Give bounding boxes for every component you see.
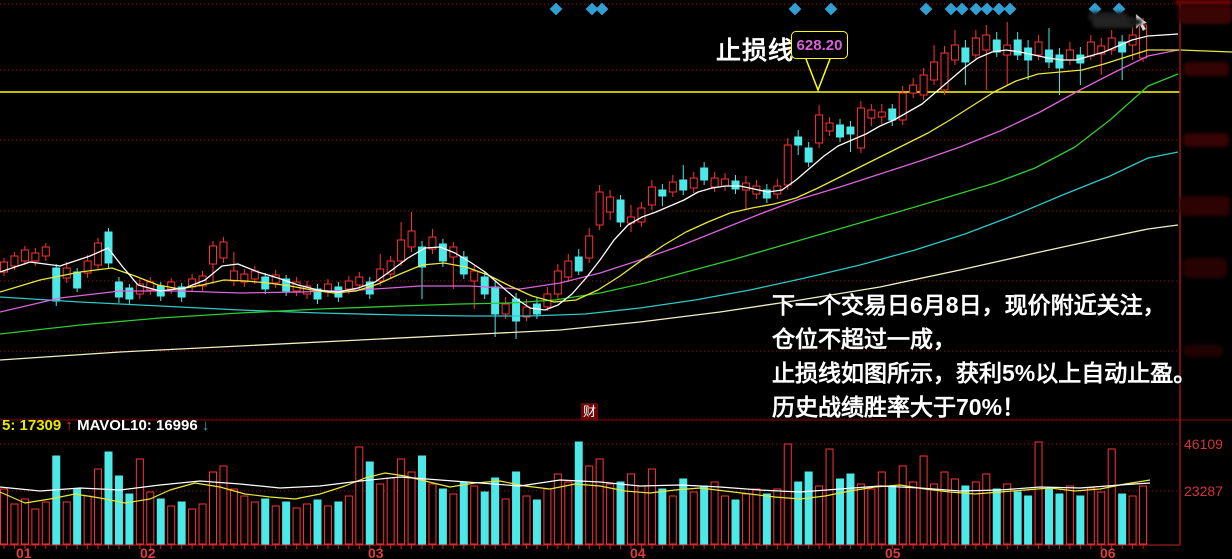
volume-bars-layer xyxy=(0,441,1148,545)
ma20-magenta xyxy=(0,49,1179,313)
signal-diamond-icon xyxy=(980,2,994,16)
trade-note-line: 止损线如图所示，获利5%以上自动止盈。 xyxy=(772,360,1197,386)
obscured-price-label xyxy=(1175,0,1232,5)
mavol10-value: 16996 xyxy=(155,417,198,434)
down-arrow-icon: ↓ xyxy=(201,417,210,434)
x-axis-month-label: 06 xyxy=(1100,545,1116,559)
stop-loss-callout-pointer xyxy=(805,58,831,93)
obscured-price-label xyxy=(1183,133,1229,147)
ma-lines-layer xyxy=(0,33,1232,504)
signal-diamond-icon xyxy=(919,2,933,16)
stop-loss-value-box: 628.20 xyxy=(791,31,848,59)
volume-axis-labels: 46109 23287 xyxy=(1184,436,1223,499)
mavol10-white xyxy=(0,476,1151,493)
obscured-price-label xyxy=(1180,196,1230,216)
signal-diamond-icon xyxy=(955,2,969,16)
signal-diamond-icon xyxy=(969,2,983,16)
obscured-price-label xyxy=(1183,258,1227,278)
mavol10-label: MAVOL10: xyxy=(77,417,152,434)
axis-ticks-layer xyxy=(3,545,1144,549)
trade-note-line: 仓位不超过一成， xyxy=(772,326,956,352)
ma10-yellow xyxy=(0,49,1232,303)
obscured-price-label xyxy=(1128,19,1142,25)
up-arrow-icon: ↑ xyxy=(65,417,73,434)
trade-note: 下一个交易日6月8日，现价附近关注， 仓位不超过一成， 止损线如图所示，获利5%… xyxy=(772,288,1196,424)
ma60-cyan xyxy=(0,151,1179,317)
signal-diamond-icon xyxy=(824,2,838,16)
volume-indicator-header: 5: 17309 ↑ MAVOL10: 16996 ↓ xyxy=(2,417,209,434)
obscured-price-label xyxy=(1088,12,1128,21)
ma5-white xyxy=(0,33,1179,311)
watermark-badge: 财 xyxy=(581,403,599,420)
obscured-price-label xyxy=(1178,5,1232,24)
stop-loss-value: 628.20 xyxy=(796,36,843,54)
signal-diamond-icon xyxy=(595,2,609,16)
volume-axis-label: 23287 xyxy=(1184,483,1223,499)
x-axis-month-label: 02 xyxy=(140,545,156,559)
trade-note-line: 下一个交易日6月8日，现价附近关注， xyxy=(772,292,1166,318)
signal-diamond-icon xyxy=(788,2,802,16)
signal-diamond-icon xyxy=(992,2,1006,16)
obscured-price-label xyxy=(1183,62,1229,76)
signal-diamond-icon xyxy=(944,2,958,16)
signal-diamond-icon xyxy=(1003,2,1017,16)
signal-diamonds-layer xyxy=(549,2,1126,16)
x-axis-month-label: 05 xyxy=(885,545,901,559)
volume-axis-label: 46109 xyxy=(1184,436,1223,452)
mavol5-value: 17309 xyxy=(19,417,62,434)
mavol5-yellow xyxy=(0,472,1151,504)
mavol5-label: 5: xyxy=(2,417,16,434)
signal-diamond-icon xyxy=(549,2,563,16)
obscured-price-label xyxy=(1092,17,1136,28)
x-axis-month-label: 04 xyxy=(630,545,646,559)
x-axis-month-label: 01 xyxy=(16,545,32,559)
stop-loss-label: 止损线 xyxy=(716,37,795,65)
ma30-green xyxy=(0,73,1179,335)
x-axis-month-label: 03 xyxy=(368,545,384,559)
ma-long-cream xyxy=(0,224,1179,361)
x-axis-labels: 01 02 03 04 05 06 xyxy=(16,545,1116,559)
trade-note-line: 历史战绩胜率大于70%！ xyxy=(772,394,1026,420)
obscured-price-label xyxy=(1183,345,1223,357)
